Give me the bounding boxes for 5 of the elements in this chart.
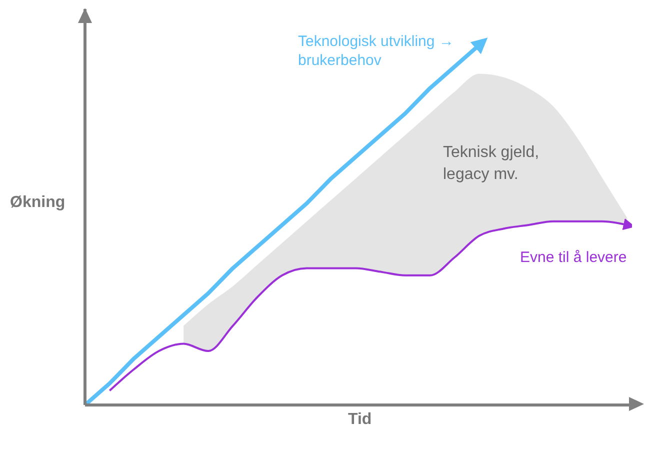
series-label: Teknologisk utvikling → brukerbehov [298, 32, 455, 70]
y-axis-title: Økning [10, 194, 66, 212]
series-label: Evne til å levere [520, 248, 628, 267]
annotation: Teknisk gjeld, legacy mv. [443, 143, 540, 185]
x-axis-title: Tid [348, 411, 372, 429]
